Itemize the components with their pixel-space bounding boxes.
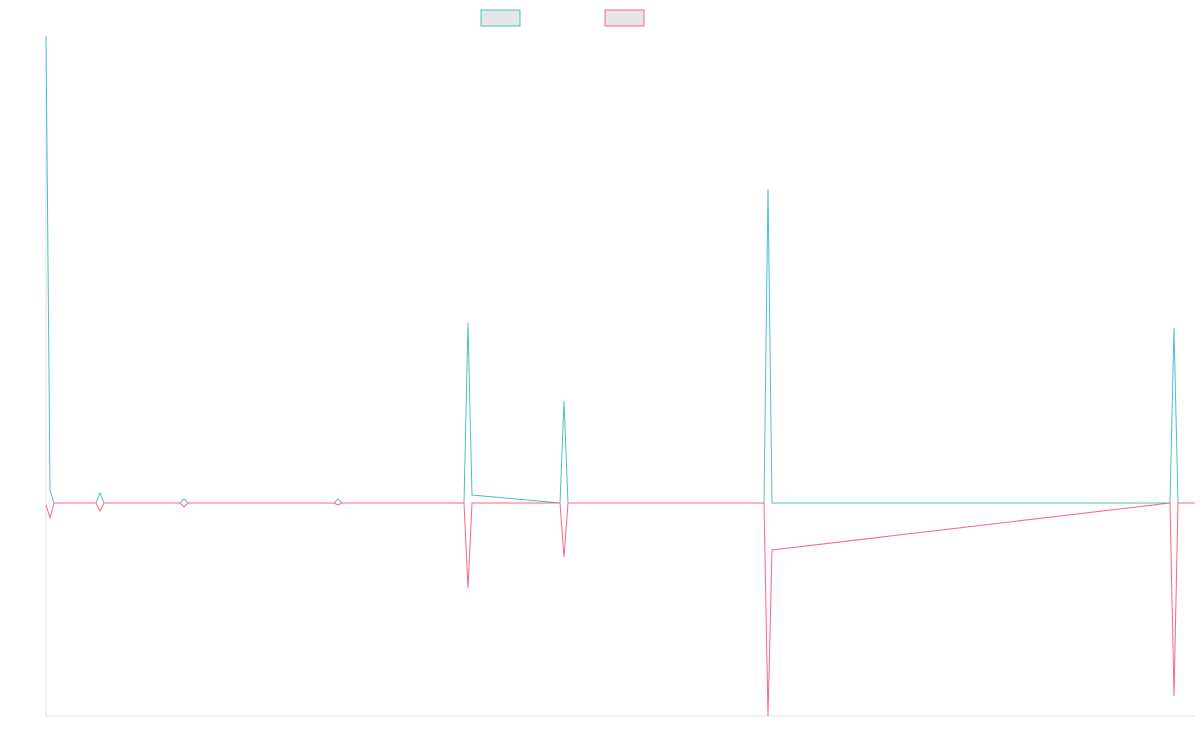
series-line (45, 35, 1195, 504)
legend-swatch (604, 9, 645, 27)
series-line (45, 502, 1195, 717)
legend-swatch (480, 9, 521, 27)
